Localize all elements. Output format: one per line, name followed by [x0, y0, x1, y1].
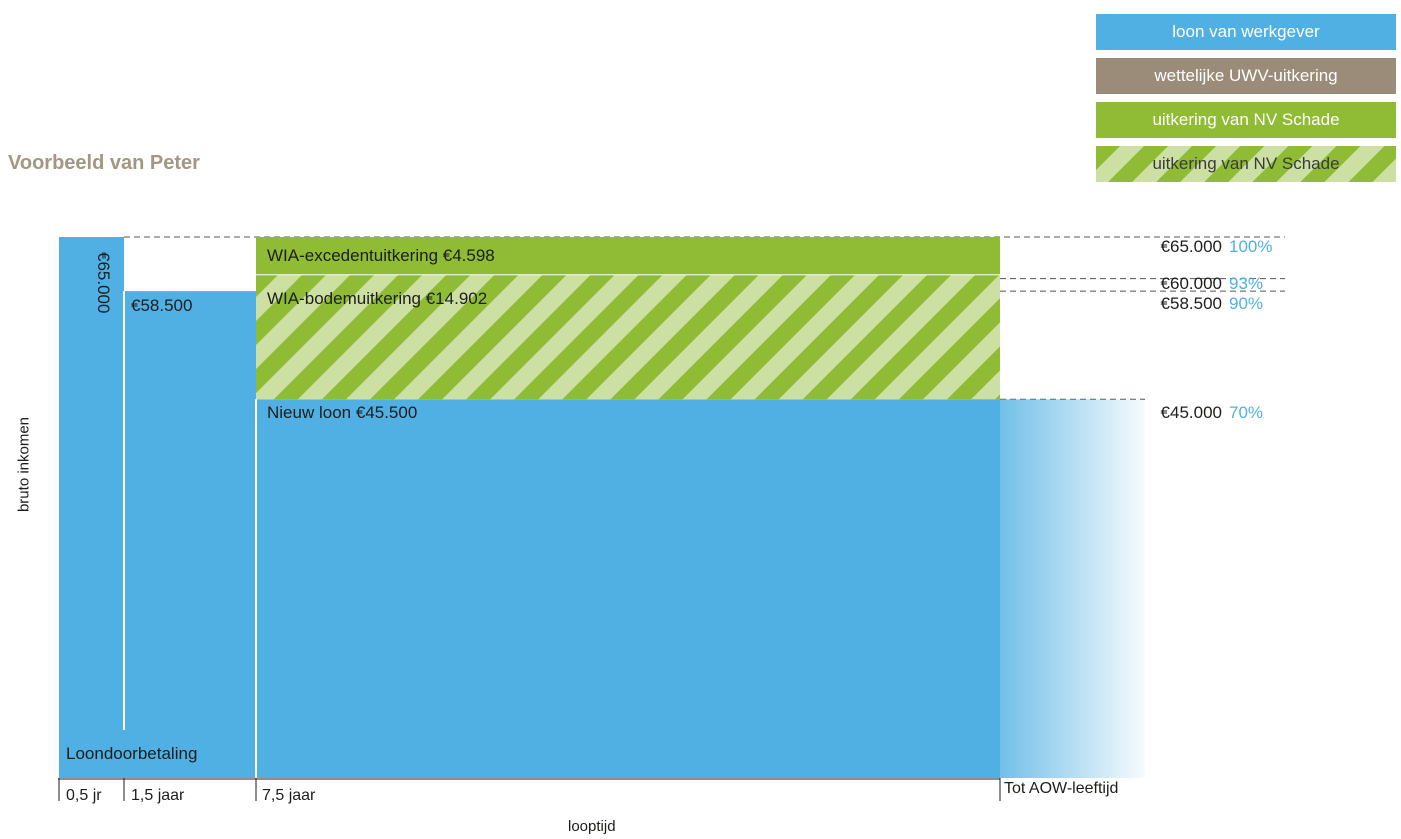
- bar-7-5-nieuw-loon: [256, 399, 1000, 778]
- x-tick-label-2: 7,5 jaar: [262, 787, 316, 804]
- ref-pct-90: 90%: [1229, 294, 1263, 313]
- ref-label-45000: €45.000: [1161, 403, 1222, 422]
- bar-label-bodem: WIA-bodemuitkering €14.902: [267, 289, 487, 308]
- bar-label-loondoorbetaling: Loondoorbetaling: [66, 744, 197, 763]
- x-tick-label-3: Tot AOW-leeftijd: [1004, 780, 1118, 797]
- legend-hatch-swatch: [1096, 146, 1396, 182]
- ref-label-60000: €60.000: [1161, 274, 1222, 293]
- bar-0-5-jr: [59, 237, 124, 778]
- ref-label-58500: €58.500: [1161, 294, 1222, 313]
- legend-label-nv-schade-hatched: uitkering van NV Schade: [1152, 154, 1340, 173]
- bar-1-5-jaar: [124, 291, 256, 778]
- legend-item-nv-schade-hatched: uitkering van NV Schade: [1096, 146, 1396, 182]
- x-axis-label: looptijd: [568, 818, 616, 835]
- y-axis-label: bruto inkomen: [15, 416, 33, 513]
- ref-pct-93: 93%: [1229, 274, 1263, 293]
- bar-label-65000-vertical: €65.000: [94, 252, 113, 313]
- bar-7-5-bodem: [256, 275, 1000, 400]
- legend-item-uwv: wettelijke UWV-uitkering: [1096, 58, 1396, 94]
- legend-label-nv-schade: uitkering van NV Schade: [1152, 110, 1340, 129]
- x-tick-label-1: 1,5 jaar: [131, 787, 185, 804]
- ref-pct-100: 100%: [1229, 237, 1272, 256]
- bar-label-excedent: WIA-excedentuitkering €4.598: [267, 246, 495, 265]
- bar-label-58500: €58.500: [131, 296, 192, 315]
- bar-7-5-excedent: [256, 237, 1000, 275]
- legend: loon van werkgever wettelijke UWV-uitker…: [1096, 14, 1396, 190]
- legend-label-uwv: wettelijke UWV-uitkering: [1154, 66, 1338, 85]
- bar-label-nieuw-loon: Nieuw loon €45.500: [267, 403, 417, 422]
- chart-title: Voorbeeld van Peter: [8, 152, 200, 174]
- x-tick-label-0: 0,5 jr: [66, 787, 102, 804]
- legend-item-nv-schade: uitkering van NV Schade: [1096, 102, 1396, 138]
- legend-item-werkgever: loon van werkgever: [1096, 14, 1396, 50]
- ref-pct-70: 70%: [1229, 403, 1263, 422]
- ref-label-65000: €65.000: [1161, 237, 1222, 256]
- legend-label-werkgever: loon van werkgever: [1172, 22, 1320, 41]
- bar-aow-fade: [972, 399, 1145, 778]
